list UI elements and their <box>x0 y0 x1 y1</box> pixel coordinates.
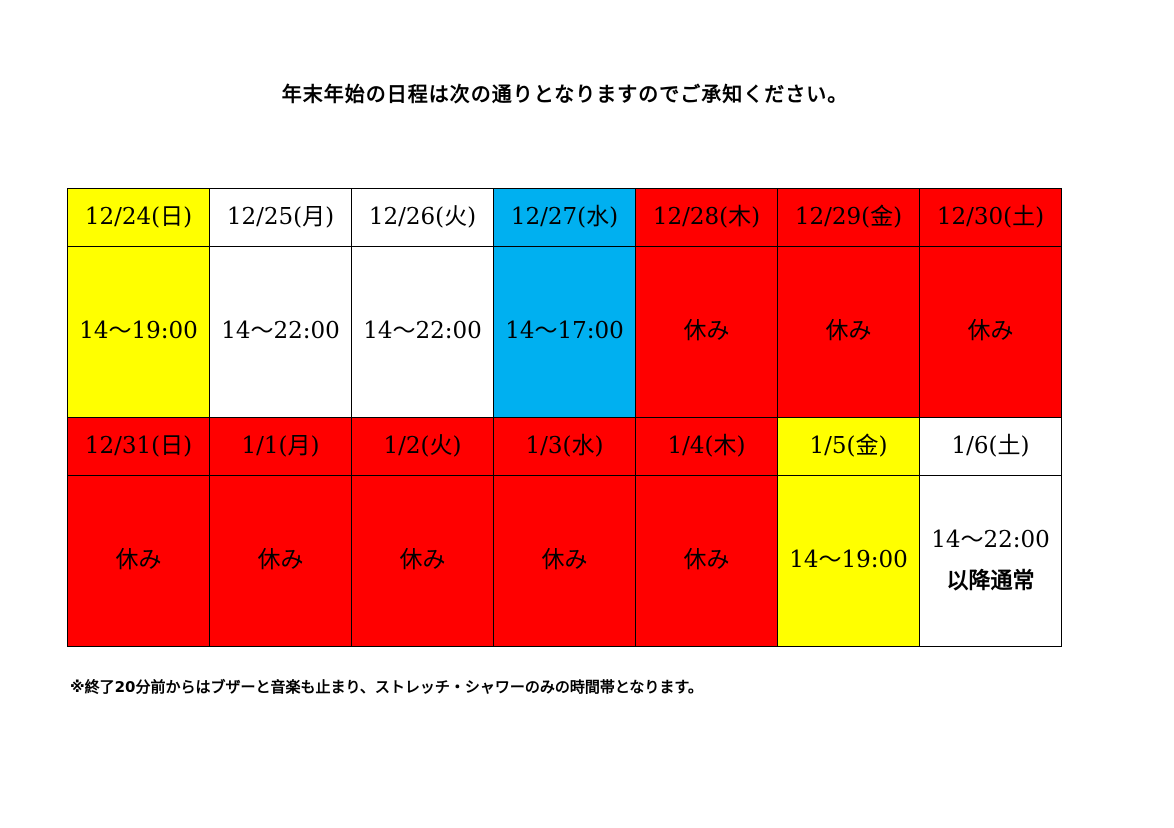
date-cell: 1/4(木) <box>635 417 778 476</box>
hours-cell: 14〜17:00 <box>493 246 636 418</box>
hours-cell: 14〜22:00 <box>209 246 352 418</box>
closed-cell: 休み <box>493 475 636 647</box>
date-cell: 12/30(土) <box>919 188 1062 247</box>
schedule-table: 12/24(日) 12/25(月) 12/26(火) 12/27(水) 12/2… <box>67 188 1062 647</box>
closed-cell: 休み <box>351 475 494 647</box>
date-cell: 12/27(水) <box>493 188 636 247</box>
regular-hours-note: 以降通常 <box>946 568 1035 594</box>
hours-cell: 14〜19:00 <box>777 475 920 647</box>
closed-cell: 休み <box>635 246 778 418</box>
closed-cell: 休み <box>67 475 210 647</box>
footnote: ※終了20分前からはブザーと音楽も止まり、ストレッチ・シャワーのみの時間帯となり… <box>70 678 703 696</box>
week2-hours-row: 休み 休み 休み 休み 休み 14〜19:00 14〜22:00 以降通常 <box>67 475 1062 647</box>
week2-date-row: 12/31(日) 1/1(月) 1/2(火) 1/3(水) 1/4(木) 1/5… <box>67 417 1062 476</box>
date-cell: 12/26(火) <box>351 188 494 247</box>
closed-cell: 休み <box>635 475 778 647</box>
page-heading: 年末年始の日程は次の通りとなりますのでご承知ください。 <box>281 82 849 106</box>
date-cell: 1/5(金) <box>777 417 920 476</box>
week1-hours-row: 14〜19:00 14〜22:00 14〜22:00 14〜17:00 休み 休… <box>67 246 1062 418</box>
closed-cell: 休み <box>209 475 352 647</box>
date-cell: 1/6(土) <box>919 417 1062 476</box>
week1-date-row: 12/24(日) 12/25(月) 12/26(火) 12/27(水) 12/2… <box>67 188 1062 247</box>
date-cell: 12/28(木) <box>635 188 778 247</box>
hours-text: 14〜22:00 <box>931 527 1050 553</box>
date-cell: 12/31(日) <box>67 417 210 476</box>
date-cell: 1/3(水) <box>493 417 636 476</box>
date-cell: 12/29(金) <box>777 188 920 247</box>
date-cell: 12/24(日) <box>67 188 210 247</box>
hours-cell-with-note: 14〜22:00 以降通常 <box>919 475 1062 647</box>
date-cell: 1/2(火) <box>351 417 494 476</box>
closed-cell: 休み <box>777 246 920 418</box>
date-cell: 1/1(月) <box>209 417 352 476</box>
date-cell: 12/25(月) <box>209 188 352 247</box>
hours-cell: 14〜22:00 <box>351 246 494 418</box>
hours-cell: 14〜19:00 <box>67 246 210 418</box>
closed-cell: 休み <box>919 246 1062 418</box>
